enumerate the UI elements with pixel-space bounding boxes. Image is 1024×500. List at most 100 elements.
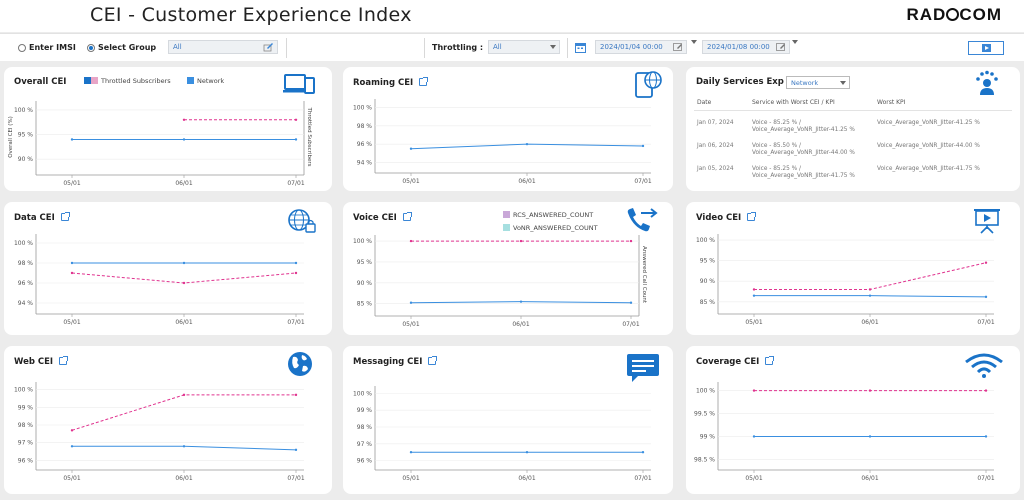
- y-tick-label: 97 %: [18, 440, 34, 447]
- open-external-icon[interactable]: [402, 212, 412, 221]
- y-tick-label: 98.5 %: [694, 456, 715, 463]
- x-tick-label: 05/01: [745, 319, 762, 326]
- x-tick-label: 06/01: [175, 180, 192, 187]
- panel-title: Voice CEI: [353, 212, 412, 223]
- x-tick-label: 06/01: [175, 319, 192, 326]
- y-tick-label: 94 %: [357, 159, 373, 166]
- data-point: [868, 389, 872, 392]
- throttling-label: Throttling :: [432, 43, 484, 52]
- legend-swatch: [503, 224, 510, 231]
- open-external-icon[interactable]: [747, 212, 757, 221]
- y-axis-title: Overall CEI (%): [8, 116, 14, 158]
- y-tick-label: 96 %: [18, 280, 34, 287]
- x-tick-label: 06/01: [175, 475, 192, 482]
- x-tick-label: 05/01: [63, 180, 80, 187]
- row-kpi: Voice_Average_VoNR_Jitter-44.00 %: [877, 143, 980, 149]
- messaging-cei-chart: 100 % 99 % 98 % 97 % 96 % 05/01 06/01 07/01: [353, 386, 652, 482]
- data-point: [984, 389, 988, 392]
- service-type-select[interactable]: Network: [786, 76, 850, 89]
- panel-title: Overall CEI: [14, 77, 67, 87]
- app-header: CEI - Customer Experience Index RAD COM: [0, 0, 1024, 32]
- select-group-radio[interactable]: [87, 44, 95, 52]
- row-service: Voice - 85.25 % /: [752, 166, 801, 172]
- row-date: Jan 06, 2024: [697, 143, 734, 149]
- data-point: [868, 294, 872, 297]
- x-tick-label: 05/01: [745, 475, 762, 482]
- data-point: [294, 261, 298, 265]
- legend-vonr[interactable]: VoNR_ANSWERED_COUNT: [503, 224, 598, 232]
- y-tick-label: 90 %: [357, 280, 373, 287]
- y-tick-label: 96 %: [18, 457, 34, 464]
- x-tick-label: 07/01: [287, 319, 304, 326]
- panel-title: Messaging CEI: [353, 356, 438, 367]
- calendar-picker-icon[interactable]: [673, 42, 683, 52]
- devices-icon: [283, 74, 315, 94]
- y-tick-label: 98 %: [357, 424, 373, 431]
- data-point: [182, 393, 186, 397]
- open-external-icon[interactable]: [428, 356, 438, 365]
- data-point: [182, 445, 186, 448]
- enter-imsi-label: Enter IMSI: [29, 43, 76, 52]
- data-point: [525, 142, 529, 146]
- open-external-icon[interactable]: [59, 356, 69, 365]
- video-cei-chart: 100 % 95 % 90 % 85 % 05/01 06/01 07/01: [696, 234, 995, 326]
- wifi-icon: [965, 353, 1003, 378]
- calendar-picker-icon[interactable]: [776, 42, 786, 52]
- x-tick-label: 07/01: [634, 475, 651, 482]
- legend-throttled[interactable]: Throttled Subscribers: [84, 77, 171, 85]
- run-button[interactable]: [968, 41, 1004, 55]
- panel-title: Roaming CEI: [353, 77, 429, 88]
- y-tick-label: 94 %: [18, 300, 34, 307]
- group-select[interactable]: All: [168, 40, 278, 54]
- data-point: [409, 239, 413, 243]
- x-tick-label: 07/01: [977, 475, 994, 482]
- date-to-input[interactable]: 2024/01/08 00:00: [702, 40, 790, 54]
- data-point: [629, 301, 633, 304]
- open-external-icon[interactable]: [419, 77, 429, 86]
- data-point: [519, 239, 523, 243]
- open-external-icon[interactable]: [765, 356, 775, 365]
- x-tick-label: 05/01: [402, 178, 419, 185]
- filter-toolbar: Enter IMSI Select Group All Throttling :…: [0, 33, 1024, 61]
- toolbar-divider: [567, 38, 568, 58]
- column-header-date: Date: [697, 99, 712, 106]
- open-external-icon[interactable]: [60, 212, 70, 221]
- throttling-select[interactable]: All: [488, 40, 560, 54]
- data-point: [182, 118, 186, 121]
- data-point: [409, 147, 413, 150]
- y-tick-label: 99 %: [18, 404, 34, 411]
- data-point: [984, 435, 988, 438]
- data-point: [70, 261, 74, 265]
- date-from-input[interactable]: 2024/01/04 00:00: [595, 40, 687, 54]
- legend-network[interactable]: Network: [187, 77, 224, 85]
- chevron-down-icon: [550, 45, 556, 49]
- data-point: [868, 435, 872, 438]
- overall-cei-chart: 100 % 95 % 90 % 05/01 06/01 07/01 Overall CEI …: [8, 101, 312, 187]
- legend-rcs[interactable]: RCS_ANSWERED_COUNT: [503, 211, 593, 219]
- panel-title: Data CEI: [14, 212, 70, 223]
- chevron-down-icon[interactable]: [691, 40, 697, 44]
- checkbox-icon: [84, 77, 91, 84]
- y-tick-label: 99 %: [700, 433, 716, 440]
- date-to-value: 2024/01/08 00:00: [707, 43, 770, 51]
- y-tick-label: 100 %: [353, 238, 372, 245]
- row-kpi: Voice_Average_VoNR_Jitter-41.75 %: [877, 166, 980, 172]
- x-tick-label: 07/01: [634, 178, 651, 185]
- presentation-icon: [974, 209, 1000, 234]
- y-tick-label: 96 %: [357, 141, 373, 148]
- x-tick-label: 07/01: [622, 321, 639, 328]
- throttling-select-value: All: [493, 43, 502, 51]
- mobile-globe-icon: [635, 71, 662, 98]
- calendar-icon[interactable]: [575, 42, 586, 53]
- edit-icon[interactable]: [263, 42, 274, 52]
- data-point: [182, 261, 186, 265]
- y-tick-label: 90 %: [700, 278, 716, 285]
- brand-logo: RAD COM: [906, 5, 1002, 24]
- series-line: [71, 272, 297, 284]
- data-point: [182, 138, 186, 141]
- x-tick-label: 06/01: [512, 321, 529, 328]
- row-service: Voice - 85.25 % /: [752, 120, 801, 126]
- y-tick-label: 97 %: [357, 441, 373, 448]
- chevron-down-icon[interactable]: [792, 40, 798, 44]
- enter-imsi-radio[interactable]: [18, 44, 26, 52]
